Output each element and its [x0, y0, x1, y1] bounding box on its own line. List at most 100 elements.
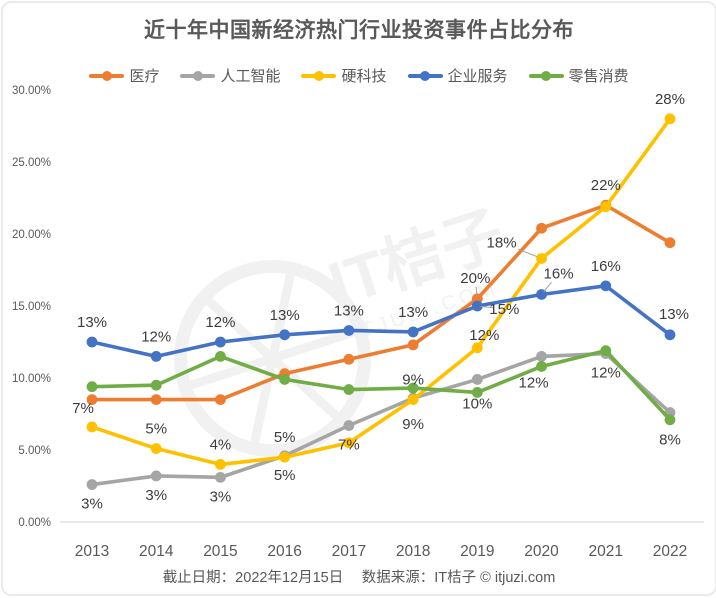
data-point-retail-consumer-2018 — [407, 382, 419, 394]
y-axis-tick-label: 10.00% — [12, 373, 51, 385]
x-axis-tick-label: 2013 — [75, 543, 109, 560]
data-label-enterprise-services-2014: 12% — [141, 328, 171, 345]
x-axis-tick-label: 2022 — [653, 543, 687, 560]
data-point-medical-2014 — [150, 394, 162, 405]
x-axis-tick-label: 2016 — [267, 543, 301, 560]
y-axis-tick-label: 25.00% — [12, 157, 51, 169]
data-point-retail-consumer-2020 — [536, 361, 547, 372]
data-label-ai-2020: 12% — [519, 374, 549, 391]
legend-dot-medical — [101, 70, 112, 81]
legend-marker-hard-tech — [301, 70, 337, 81]
data-label-enterprise-services-2021: 16% — [591, 258, 621, 275]
data-label-hard-tech-2018: 9% — [402, 372, 424, 389]
data-label-ai-2022: 8% — [659, 432, 681, 449]
legend-marker-ai — [180, 70, 216, 81]
data-label-hard-tech-2020: 18% — [487, 234, 517, 251]
legend: 医疗 人工智能 硬科技 企业服务 零售消费 — [3, 65, 715, 86]
data-point-retail-consumer-2017 — [343, 384, 355, 395]
label-leader-line — [480, 305, 494, 309]
data-point-hard-tech-2014 — [150, 443, 162, 454]
data-point-enterprise-services-2013 — [86, 336, 98, 348]
x-axis-tick-label: 2017 — [332, 543, 366, 560]
legend-item-enterprise-services: 企业服务 — [407, 65, 508, 86]
line-chart-plot: IT桔子ITJUZI.COM30.00%25.00%20.00%15.00%10… — [12, 85, 704, 560]
data-point-retail-consumer-2016 — [279, 374, 291, 385]
data-label-ai-2021: 12% — [591, 365, 621, 382]
data-point-retail-consumer-2013 — [86, 381, 98, 393]
x-axis-tick-label: 2020 — [524, 543, 559, 560]
data-point-hard-tech-2020 — [536, 253, 547, 264]
data-point-medical-2020 — [536, 222, 547, 234]
data-point-retail-consumer-2014 — [150, 379, 162, 391]
x-axis-tick-label: 2014 — [139, 543, 174, 560]
data-point-medical-2017 — [343, 353, 355, 365]
data-label-enterprise-services-2020: 16% — [544, 265, 574, 282]
data-point-medical-2022 — [664, 237, 676, 249]
data-point-medical-2013 — [86, 394, 98, 405]
data-point-hard-tech-2016 — [279, 451, 291, 463]
y-axis-tick-label: 15.00% — [12, 301, 51, 313]
legend-marker-retail-consumer — [528, 70, 564, 81]
data-point-enterprise-services-2014 — [150, 351, 162, 362]
data-point-ai-2020 — [536, 351, 547, 362]
data-point-ai-2017 — [343, 420, 355, 431]
data-point-ai-2013 — [86, 479, 98, 490]
data-label-enterprise-services-2022: 13% — [659, 306, 689, 323]
data-point-enterprise-services-2020 — [536, 289, 547, 300]
legend-dot-enterprise-services — [420, 70, 430, 81]
series-line-retail-consumer — [90, 348, 672, 422]
data-label-enterprise-services-2017: 13% — [334, 302, 364, 319]
data-point-enterprise-services-2019 — [471, 300, 483, 312]
y-axis-tick-label: 5.00% — [18, 445, 51, 457]
data-point-hard-tech-2022 — [664, 113, 676, 125]
x-axis-tick-label: 2019 — [460, 543, 494, 560]
data-label-enterprise-services-2019: 15% — [489, 301, 519, 318]
data-point-enterprise-services-2015 — [215, 336, 226, 348]
data-point-hard-tech-2017 — [343, 437, 355, 449]
legend-item-hard-tech: 硬科技 — [301, 65, 387, 86]
data-point-enterprise-services-2021 — [600, 280, 612, 292]
data-label-ai-2019: 10% — [462, 395, 492, 412]
legend-dot-hard-tech — [313, 70, 324, 81]
legend-marker-medical — [89, 70, 125, 81]
series-line-enterprise-services — [90, 284, 672, 359]
footer-source-note: 截止日期：2022年12月15日 数据来源：IT桔子 © itjuzi.com — [162, 570, 556, 586]
data-point-medical-2018 — [407, 339, 419, 351]
chart-title: 近十年中国新经济热门行业投资事件占比分布 — [144, 19, 574, 42]
data-label-enterprise-services-2018: 13% — [398, 304, 428, 321]
legend-item-medical: 医疗 — [89, 65, 159, 86]
data-label-ai-2018: 9% — [402, 416, 424, 433]
data-point-ai-2015 — [215, 471, 226, 483]
data-point-retail-consumer-2015 — [215, 351, 226, 362]
legend-label-hard-tech: 硬科技 — [341, 68, 387, 85]
data-label-enterprise-services-2013: 13% — [77, 314, 107, 331]
x-axis-tick-label: 2018 — [396, 543, 430, 560]
data-label-ai-2015: 3% — [210, 488, 232, 505]
data-label-hard-tech-2019: 12% — [469, 327, 499, 344]
data-point-enterprise-services-2018 — [407, 326, 419, 338]
data-point-retail-consumer-2019 — [471, 387, 483, 398]
data-point-hard-tech-2013 — [86, 421, 98, 433]
data-point-hard-tech-2018 — [407, 394, 419, 405]
label-leader-line — [475, 286, 478, 297]
series-line-ai — [90, 351, 672, 487]
legend-label-enterprise-services: 企业服务 — [447, 68, 508, 85]
legend-item-retail-consumer: 零售消费 — [528, 65, 629, 86]
legend-dot-ai — [192, 70, 203, 81]
data-label-ai-2013: 3% — [81, 496, 103, 513]
label-leader-line — [543, 281, 552, 293]
data-label-hard-tech-2022: 28% — [655, 91, 685, 108]
data-point-retail-consumer-2022 — [664, 414, 676, 426]
legend-label-medical: 医疗 — [129, 68, 160, 85]
data-label-ai-2016: 5% — [274, 467, 296, 484]
data-point-ai-2019 — [471, 374, 483, 385]
data-point-enterprise-services-2017 — [343, 325, 355, 336]
data-point-hard-tech-2019 — [471, 342, 483, 354]
data-label-hard-tech-2013: 7% — [72, 400, 94, 417]
data-label-hard-tech-2016: 5% — [274, 429, 296, 446]
x-axis-tick-label: 2015 — [203, 543, 237, 560]
data-point-hard-tech-2015 — [215, 459, 226, 470]
data-label-enterprise-services-2015: 12% — [205, 314, 235, 331]
data-label-ai-2014: 3% — [145, 487, 167, 504]
